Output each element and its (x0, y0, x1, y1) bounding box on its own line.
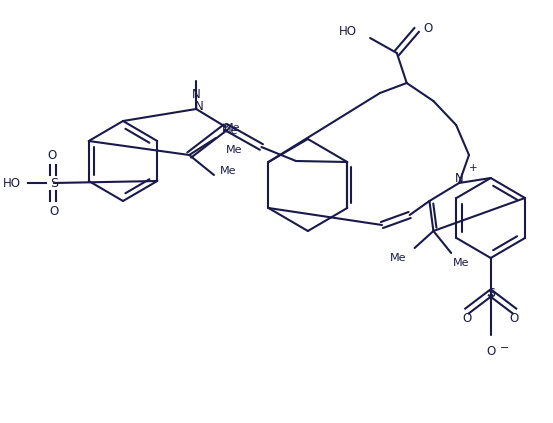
Text: HO: HO (340, 25, 357, 38)
Text: Me: Me (220, 166, 236, 176)
Text: N: N (455, 171, 463, 184)
Text: O: O (47, 148, 56, 162)
Text: S: S (487, 286, 495, 299)
Text: Me: Me (390, 253, 406, 263)
Text: Me: Me (226, 145, 242, 155)
Text: O: O (486, 344, 495, 357)
Text: Me: Me (224, 123, 241, 133)
Text: O: O (510, 311, 519, 324)
Text: N: N (192, 88, 201, 101)
Text: HO: HO (3, 176, 21, 190)
Text: O: O (424, 22, 433, 35)
Text: O: O (462, 311, 472, 324)
Text: O: O (49, 204, 59, 217)
Text: N: N (195, 99, 204, 113)
Text: −: − (500, 343, 509, 353)
Text: +: + (468, 163, 477, 173)
Text: S: S (50, 176, 58, 190)
Text: Me: Me (453, 258, 469, 268)
Text: Me: Me (222, 126, 238, 136)
